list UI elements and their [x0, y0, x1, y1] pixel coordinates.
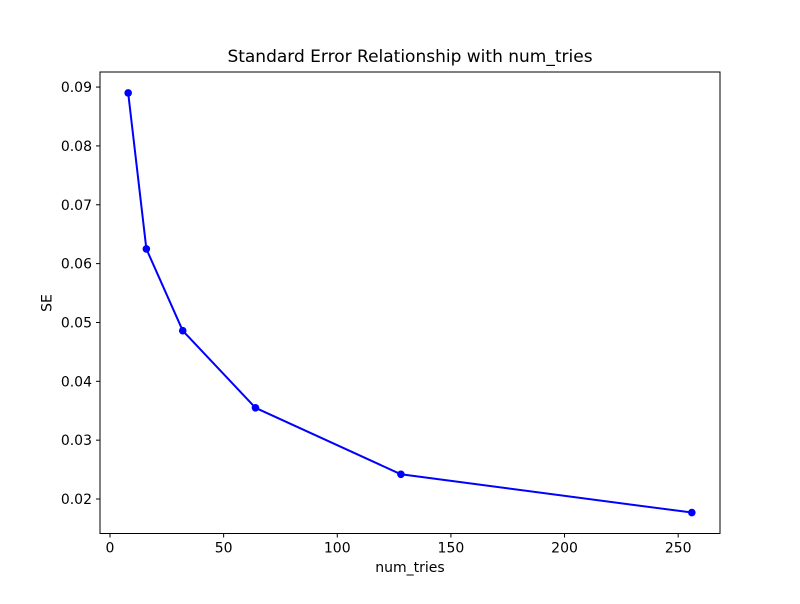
y-tick-label: 0.03 [61, 433, 92, 449]
data-point-marker [124, 89, 132, 97]
y-tick-label: 0.02 [61, 492, 92, 508]
x-tick-label: 50 [215, 541, 233, 557]
chart-title: Standard Error Relationship with num_tri… [227, 47, 592, 67]
x-tick-label: 150 [438, 541, 465, 557]
plot-border [99, 71, 721, 534]
data-line [127, 91, 693, 514]
y-tick-label: 0.04 [61, 374, 92, 390]
data-point-marker [688, 508, 696, 517]
data-point-marker [251, 403, 260, 412]
data-point-marker [397, 470, 405, 479]
data-point-marker [178, 326, 187, 335]
y-tick-label: 0.05 [61, 315, 92, 331]
plot-area: 0 50 100 150 200 250 0.02 0.03 0.04 0.05 0.06 0.07 0… [61, 71, 721, 557]
x-tick-label: 100 [324, 541, 351, 557]
x-tick-label: 250 [665, 541, 692, 557]
y-axis-label: SE [40, 294, 56, 312]
x-tick-label: 0 [106, 541, 115, 557]
y-tick-label: 0.09 [61, 80, 92, 96]
y-tick-label: 0.08 [61, 139, 92, 155]
y-tick-label: 0.07 [61, 198, 92, 214]
y-tick-label: 0.06 [61, 257, 92, 273]
x-axis-label: num_tries [375, 560, 444, 576]
data-point-marker [142, 245, 151, 253]
x-tick-label: 200 [551, 541, 578, 557]
